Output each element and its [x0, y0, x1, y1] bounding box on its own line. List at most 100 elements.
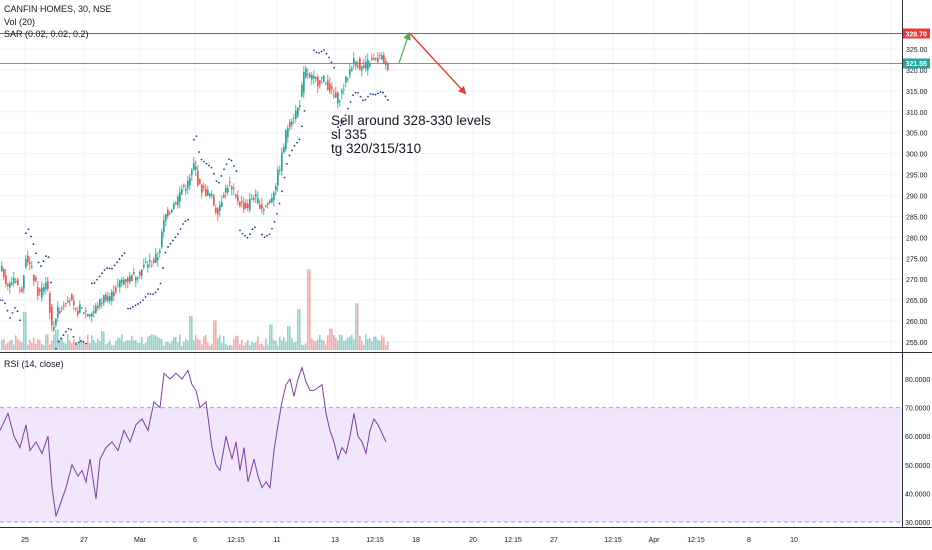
- projection-arrow-up[interactable]: [398, 31, 411, 64]
- sar-dot: [342, 121, 344, 123]
- sar-dot: [159, 282, 162, 285]
- volume-bar: [81, 341, 83, 350]
- sar-dot: [377, 92, 379, 95]
- candle-body: [93, 311, 95, 314]
- sar-dot: [182, 223, 184, 225]
- volume-bar: [141, 336, 143, 350]
- volume-bar: [71, 342, 73, 350]
- candle-body: [135, 277, 137, 281]
- candle-body: [1, 265, 3, 272]
- sar-dot: [254, 226, 256, 229]
- sar-dot: [42, 260, 45, 262]
- candle-body: [241, 201, 243, 203]
- candle-body: [9, 283, 11, 288]
- sar-dot: [25, 232, 27, 235]
- candle-body: [45, 282, 47, 290]
- volume-bar: [299, 309, 301, 350]
- candle-body: [331, 86, 333, 89]
- volume-bar: [373, 336, 375, 350]
- trade-annotation[interactable]: Sell around 328-330 levels sl 335 tg 320…: [331, 114, 491, 156]
- volume-bar: [261, 343, 263, 350]
- candle-body: [205, 188, 207, 197]
- candle-body: [51, 306, 53, 326]
- candle-body: [125, 279, 127, 282]
- price-tick-label: 275.00: [906, 256, 928, 263]
- volume-bar: [109, 340, 111, 350]
- candle-body: [257, 197, 259, 204]
- volume-bar: [89, 342, 91, 350]
- candle-body: [73, 300, 75, 305]
- candle-body: [105, 294, 107, 301]
- candle-body: [153, 259, 155, 263]
- candle-body: [243, 202, 245, 210]
- candle-body: [267, 203, 269, 205]
- candle-body: [377, 57, 379, 62]
- candle-body: [7, 283, 9, 286]
- sar-dot: [129, 307, 132, 310]
- volume-bar: [95, 342, 97, 350]
- volume-bar: [297, 309, 299, 350]
- volume-bar: [117, 337, 119, 350]
- time-tick-label: 8: [747, 537, 751, 544]
- candle-body: [259, 204, 261, 209]
- candle-body: [69, 300, 71, 302]
- price-axis[interactable]: 325.00 320.00 315.00 310.00 305.00 300.00 295.…: [906, 47, 928, 347]
- symbol-title[interactable]: CANFIN HOMES, 30, NSE: [4, 4, 112, 14]
- candle-body: [345, 76, 347, 83]
- volume-bar: [349, 336, 351, 350]
- candle-body: [307, 74, 309, 76]
- sar-dot: [347, 107, 349, 110]
- candle-body: [77, 310, 79, 315]
- volume-bar: [235, 335, 237, 350]
- sar-dot: [55, 347, 57, 350]
- candle-body: [183, 185, 185, 187]
- candle-body: [221, 201, 223, 207]
- sar-dot: [379, 91, 382, 93]
- volume-bar: [309, 269, 311, 350]
- candle-body: [127, 277, 129, 282]
- sar-dot: [286, 163, 288, 165]
- sar-indicator-label[interactable]: SAR (0.02, 0.02, 0.2): [4, 29, 89, 39]
- volume-bar: [211, 343, 213, 350]
- sar-dot: [35, 252, 37, 255]
- candle-body: [237, 196, 239, 202]
- candle-body: [89, 314, 91, 317]
- volume-bar: [63, 342, 65, 350]
- rsi-tick-label: 80.0000: [905, 377, 930, 384]
- volume-bar: [231, 345, 233, 350]
- sar-dot: [218, 181, 220, 184]
- projection-arrow-down[interactable]: [409, 33, 467, 95]
- volume-bar: [361, 340, 363, 350]
- candle-body: [91, 313, 93, 317]
- candle-body: [101, 302, 103, 304]
- time-axis[interactable]: 25 27 Mar 6 12:15 11 13 12:15 18 20 12:15 27 12:15 Ap…: [21, 537, 798, 544]
- rsi-axis[interactable]: 80.0000 70.0000 60.0000 50.0000 40.0000 30.00…: [905, 377, 930, 527]
- volume-bars: [1, 269, 389, 350]
- volume-bar: [13, 344, 15, 350]
- sar-dot: [11, 312, 14, 314]
- sar-dot: [154, 291, 157, 294]
- volume-bar: [163, 345, 165, 350]
- rsi-indicator-label[interactable]: RSI (14, close): [4, 359, 64, 369]
- candle-body: [83, 312, 85, 314]
- candle-body: [353, 58, 355, 64]
- sar-dot: [118, 258, 121, 260]
- volume-bar: [239, 344, 241, 350]
- sar-dot: [266, 234, 268, 237]
- volume-bar: [281, 340, 283, 350]
- sar-dot: [162, 267, 164, 269]
- volume-indicator-label[interactable]: Vol (20): [4, 17, 36, 27]
- projection-arrows[interactable]: [398, 31, 467, 95]
- volume-bar: [85, 344, 87, 350]
- sar-dot: [276, 212, 278, 215]
- sar-dot: [147, 292, 149, 295]
- volume-bar: [233, 339, 235, 350]
- sar-dot: [179, 228, 182, 230]
- sar-dot: [174, 236, 177, 239]
- volume-bar: [165, 341, 167, 350]
- volume-bar: [295, 341, 297, 350]
- volume-bar: [337, 340, 339, 350]
- sar-dot: [123, 252, 126, 255]
- volume-bar: [289, 326, 291, 350]
- sar-dot: [108, 267, 111, 270]
